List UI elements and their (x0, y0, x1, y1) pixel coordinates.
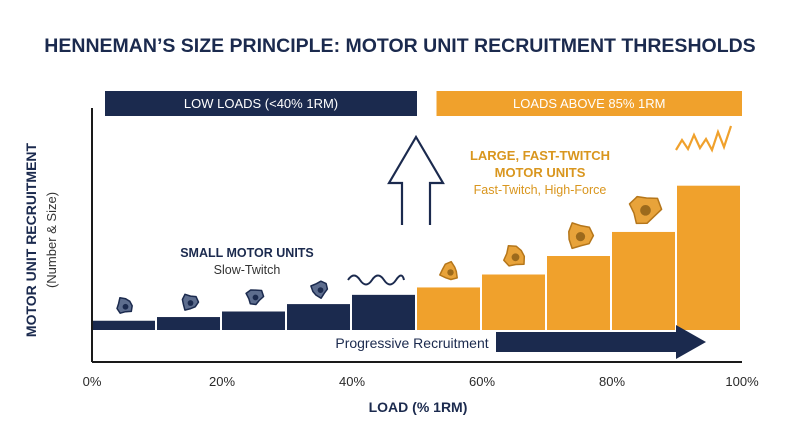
bar-7 (547, 256, 610, 330)
y-axis-label: MOTOR UNIT RECRUITMENT (23, 142, 39, 337)
bar-5 (417, 287, 480, 330)
x-axis-label: LOAD (% 1RM) (369, 399, 468, 415)
large-motor-unit-icon (503, 245, 526, 267)
band-label-1: LOADS ABOVE 85% 1RM (513, 96, 665, 111)
x-tick-label: 0% (83, 374, 102, 389)
bar-8 (612, 231, 675, 330)
x-tick-label: 100% (725, 374, 759, 389)
bar-9 (677, 185, 740, 330)
small-motor-unit-icon (310, 280, 329, 299)
large-units-title-line1: LARGE, FAST-TWITCH (470, 148, 610, 163)
large-units-title-line2: MOTOR UNITS (495, 165, 586, 180)
x-tick-label: 80% (599, 374, 625, 389)
bar-4 (352, 294, 415, 330)
progressive-recruitment-label: Progressive Recruitment (335, 335, 488, 351)
x-tick-label: 20% (209, 374, 235, 389)
small-motor-unit-icon (181, 293, 200, 311)
bar-3 (287, 304, 350, 330)
low-activation-wave-icon (347, 274, 405, 286)
bar-6 (482, 274, 545, 330)
bar-0 (92, 320, 155, 330)
hollow-up-arrow-icon (387, 134, 445, 225)
load-bands: LOW LOADS (<40% 1RM) LOADS ABOVE 85% 1RM (105, 91, 742, 116)
small-units-title: SMALL MOTOR UNITS (180, 246, 314, 260)
large-motor-unit-icon (439, 260, 458, 281)
y-axis-sublabel: (Number & Size) (44, 192, 59, 288)
x-tick-label: 40% (339, 374, 365, 389)
large-units-subtitle: Fast-Twitch, High-Force (474, 183, 607, 197)
bar-2 (222, 311, 285, 330)
motor-unit-icons (116, 195, 663, 314)
high-activation-zigzag-icon (675, 125, 733, 153)
band-1 (436, 91, 742, 116)
large-motor-unit-icon (628, 195, 663, 225)
x-ticks: 0% 20% 40% 60% 80% 100% (83, 374, 759, 389)
chart-title: HENNEMAN’S SIZE PRINCIPLE: MOTOR UNIT RE… (44, 35, 755, 57)
small-motor-unit-icon (245, 289, 265, 306)
bars-group (92, 185, 740, 330)
progressive-arrow-icon (496, 325, 706, 359)
large-motor-unit-icon (568, 222, 595, 250)
band-0 (105, 91, 417, 116)
x-tick-label: 60% (469, 374, 495, 389)
small-units-subtitle: Slow-Twitch (214, 263, 281, 277)
small-motor-unit-icon (116, 297, 133, 314)
bar-1 (157, 317, 220, 330)
band-label-0: LOW LOADS (<40% 1RM) (184, 96, 338, 111)
